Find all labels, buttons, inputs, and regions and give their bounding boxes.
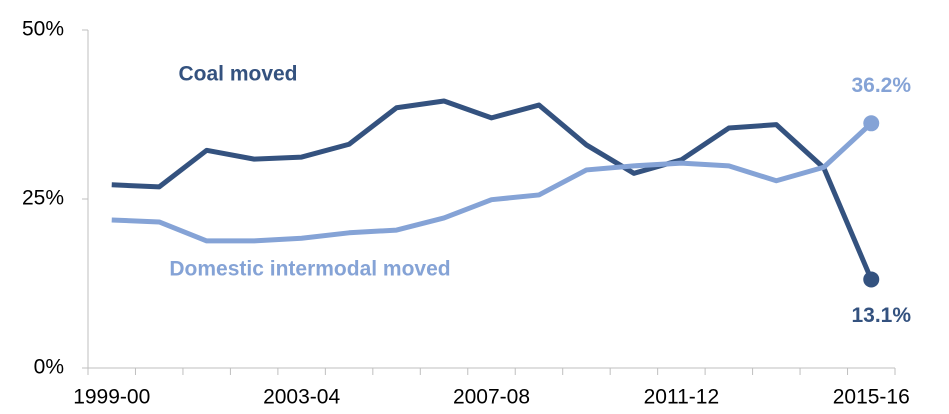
value-label: 36.2%	[851, 74, 911, 97]
y-tick-label: 50%	[22, 18, 64, 41]
x-tick-label: 2003-04	[263, 386, 340, 409]
series-label: Coal moved	[178, 63, 297, 86]
series-line	[111, 98, 874, 281]
value-label: 13.1%	[851, 304, 911, 327]
x-tick-label: 2011-12	[644, 386, 720, 409]
x-tick-label: 2007-08	[453, 386, 530, 409]
x-tick-label: 2015-16	[833, 386, 910, 409]
y-tick-label: 0%	[34, 356, 64, 379]
series-label: Domestic intermodal moved	[169, 258, 450, 281]
x-tick-label: 1999-00	[73, 386, 150, 409]
series-line	[111, 121, 873, 244]
end-marker	[863, 115, 880, 132]
y-tick-label: 25%	[22, 187, 64, 210]
end-marker	[863, 271, 880, 288]
